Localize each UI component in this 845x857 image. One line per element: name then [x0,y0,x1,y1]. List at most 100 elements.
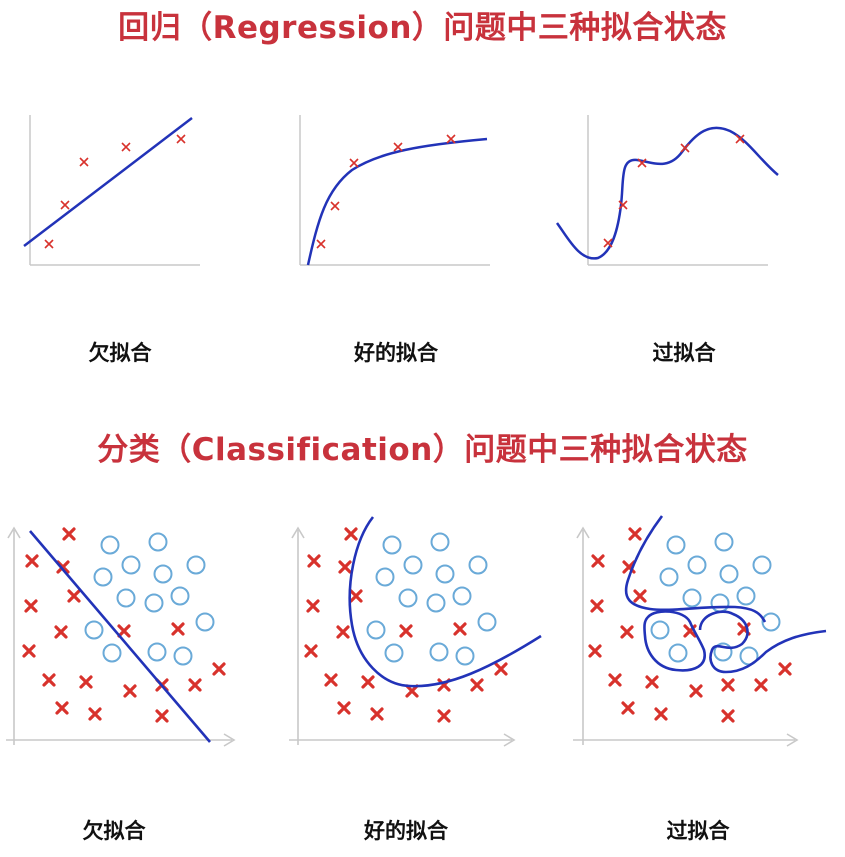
x-axis-arrow [786,733,799,747]
circle-marker [173,646,193,666]
cross-marker [54,625,68,639]
cross-marker [470,678,484,692]
data-point [330,201,340,211]
cross-marker [721,678,735,692]
x-axis-arrow [223,733,236,747]
circle-marker [468,555,488,575]
circle-marker [148,532,168,552]
cross-marker [361,675,375,689]
fit-curve [306,137,488,266]
classification-caption-goodfit: 好的拟合 [364,819,448,843]
cross-marker [754,678,768,692]
cross-marker [155,709,169,723]
circle-marker [452,586,472,606]
cross-marker [370,707,384,721]
decision-boundary [348,516,542,688]
data-point [393,142,403,152]
cross-marker [307,554,321,568]
circle-marker [382,535,402,555]
cross-marker [633,589,647,603]
classification-caption-underfit: 欠拟合 [82,819,146,843]
data-point [603,238,613,248]
regression-caption-overfit: 过拟合 [652,341,716,365]
cross-marker [25,554,39,568]
decision-loop [643,610,706,672]
cross-marker [79,675,93,689]
circle-markers [366,532,497,666]
circle-marker [714,532,734,552]
data-point [637,158,647,168]
y-axis-arrow [576,526,590,539]
x-axis-arrow [503,733,516,747]
circle-marker [752,555,772,575]
circle-marker [144,593,164,613]
cross-marker [117,624,131,638]
cross-marker [304,644,318,658]
circle-marker [153,564,173,584]
circle-marker [429,642,449,662]
data-points [44,134,186,249]
circle-marker [761,612,781,632]
data-point [680,143,690,153]
classification-underfit-panel [6,526,236,747]
cross-marker [588,644,602,658]
cross-marker [778,662,792,676]
cross-marker [55,701,69,715]
cross-marker [212,662,226,676]
regression-overfit-panel [555,115,779,266]
circle-marker [455,646,475,666]
cross-marker [645,675,659,689]
classification-goodfit-panel [289,516,542,747]
data-point [121,142,131,152]
cross-marker [689,684,703,698]
classification-overfit-panel [573,515,827,747]
cross-marker [42,673,56,687]
classification-title: 分类（Classification）问题中三种拟合状态 [97,432,748,468]
circle-marker [659,567,679,587]
circle-marker [668,643,688,663]
data-point [446,134,456,144]
cross-marker [349,589,363,603]
classification-caption-overfit: 过拟合 [666,819,730,843]
cross-marker [494,662,508,676]
circle-marker [84,620,104,640]
data-point [44,239,54,249]
cross-marker [188,678,202,692]
y-axis-arrow [291,526,305,539]
cross-marker [437,709,451,723]
data-point [349,158,359,168]
circle-marker [426,593,446,613]
regression-caption-goodfit: 好的拟合 [354,341,438,365]
circle-marker [398,588,418,608]
cross-marker [67,589,81,603]
data-point [316,239,326,249]
cross-marker [608,673,622,687]
cross-marker [620,625,634,639]
circle-marker [430,532,450,552]
cross-marker [171,622,185,636]
cross-marker [336,625,350,639]
circle-marker [170,586,190,606]
circle-marker [147,642,167,662]
cross-marker [721,709,735,723]
circle-marker [719,564,739,584]
circle-marker [102,643,122,663]
fit-line [23,117,193,247]
cross-marker [306,599,320,613]
fit-curve [555,126,779,260]
y-axis-arrow [7,526,21,539]
decision-boundary [29,530,211,743]
decision-boundary [698,610,827,674]
cross-marker [453,622,467,636]
data-point [735,134,745,144]
cross-marker [22,644,36,658]
regression-goodfit-panel [299,115,490,266]
cross-marker [628,527,642,541]
cross-marker [24,599,38,613]
cross-marker [56,560,70,574]
circle-markers [650,532,781,666]
circle-marker [121,555,141,575]
circle-marker [375,567,395,587]
circle-marker [195,612,215,632]
